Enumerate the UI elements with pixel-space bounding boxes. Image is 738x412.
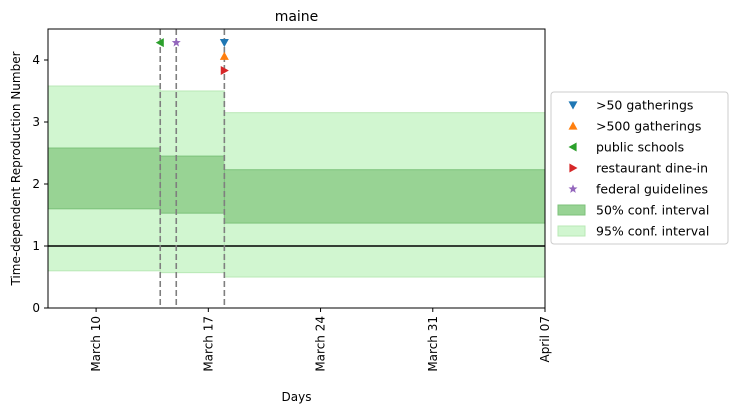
event-lines xyxy=(159,29,226,308)
legend-swatch-0 xyxy=(557,204,586,216)
marker-restaurant-dine-in xyxy=(220,66,229,76)
legend-box xyxy=(550,91,729,245)
legend-band-label-1: 95% conf. interval xyxy=(596,224,709,239)
chart-title: maine xyxy=(275,9,319,25)
event-markers xyxy=(155,37,229,76)
legend-label-1: >500 gatherings xyxy=(596,119,701,134)
x-tick-label-3: March 31 xyxy=(426,316,440,372)
legend-label-3: restaurant dine-in xyxy=(596,161,708,176)
y-tick-label-4: 4 xyxy=(32,53,40,67)
x-axis-title: Days xyxy=(282,390,312,404)
legend-marker-1 xyxy=(568,121,578,130)
x-tick-label-1: March 17 xyxy=(201,316,215,372)
confidence-bands xyxy=(47,85,546,278)
marker--500-gatherings xyxy=(219,51,229,60)
y-tick-label-0: 0 xyxy=(32,301,40,315)
legend-marker-3 xyxy=(569,163,578,173)
legend: >50 gatherings >500 gatherings public scho… xyxy=(550,91,729,245)
ci50-band-0 xyxy=(47,147,161,210)
x-tick-label-4: April 07 xyxy=(538,316,552,363)
ci50-band-1 xyxy=(159,155,225,214)
y-axis-title: Time-dependent Reproduction Number xyxy=(9,51,23,286)
legend-marker-4 xyxy=(568,184,578,193)
legend-label-4: federal guidelines xyxy=(596,182,708,197)
ci50-band-2 xyxy=(223,169,546,224)
legend-marker-2 xyxy=(568,142,577,152)
marker--50-gatherings xyxy=(219,39,229,48)
y-tick-label-2: 2 xyxy=(32,177,40,191)
marker-public-schools xyxy=(155,38,164,48)
marker-federal-guidelines xyxy=(171,37,181,47)
legend-marker-0 xyxy=(568,101,578,110)
legend-band-label-0: 50% conf. interval xyxy=(596,203,709,218)
legend-label-0: >50 gatherings xyxy=(596,98,693,113)
y-tick-label-3: 3 xyxy=(32,115,40,129)
y-axis: 0 1 2 3 4 xyxy=(32,53,48,315)
x-tick-label-0: March 10 xyxy=(89,316,103,372)
plot-frame xyxy=(47,28,546,309)
legend-label-2: public schools xyxy=(596,140,684,155)
y-tick-label-1: 1 xyxy=(32,239,40,253)
legend-swatch-1 xyxy=(557,225,586,237)
x-tick-label-2: March 24 xyxy=(314,316,328,372)
x-axis: March 10 March 17 March 24 March 31 April 07 xyxy=(89,308,552,372)
